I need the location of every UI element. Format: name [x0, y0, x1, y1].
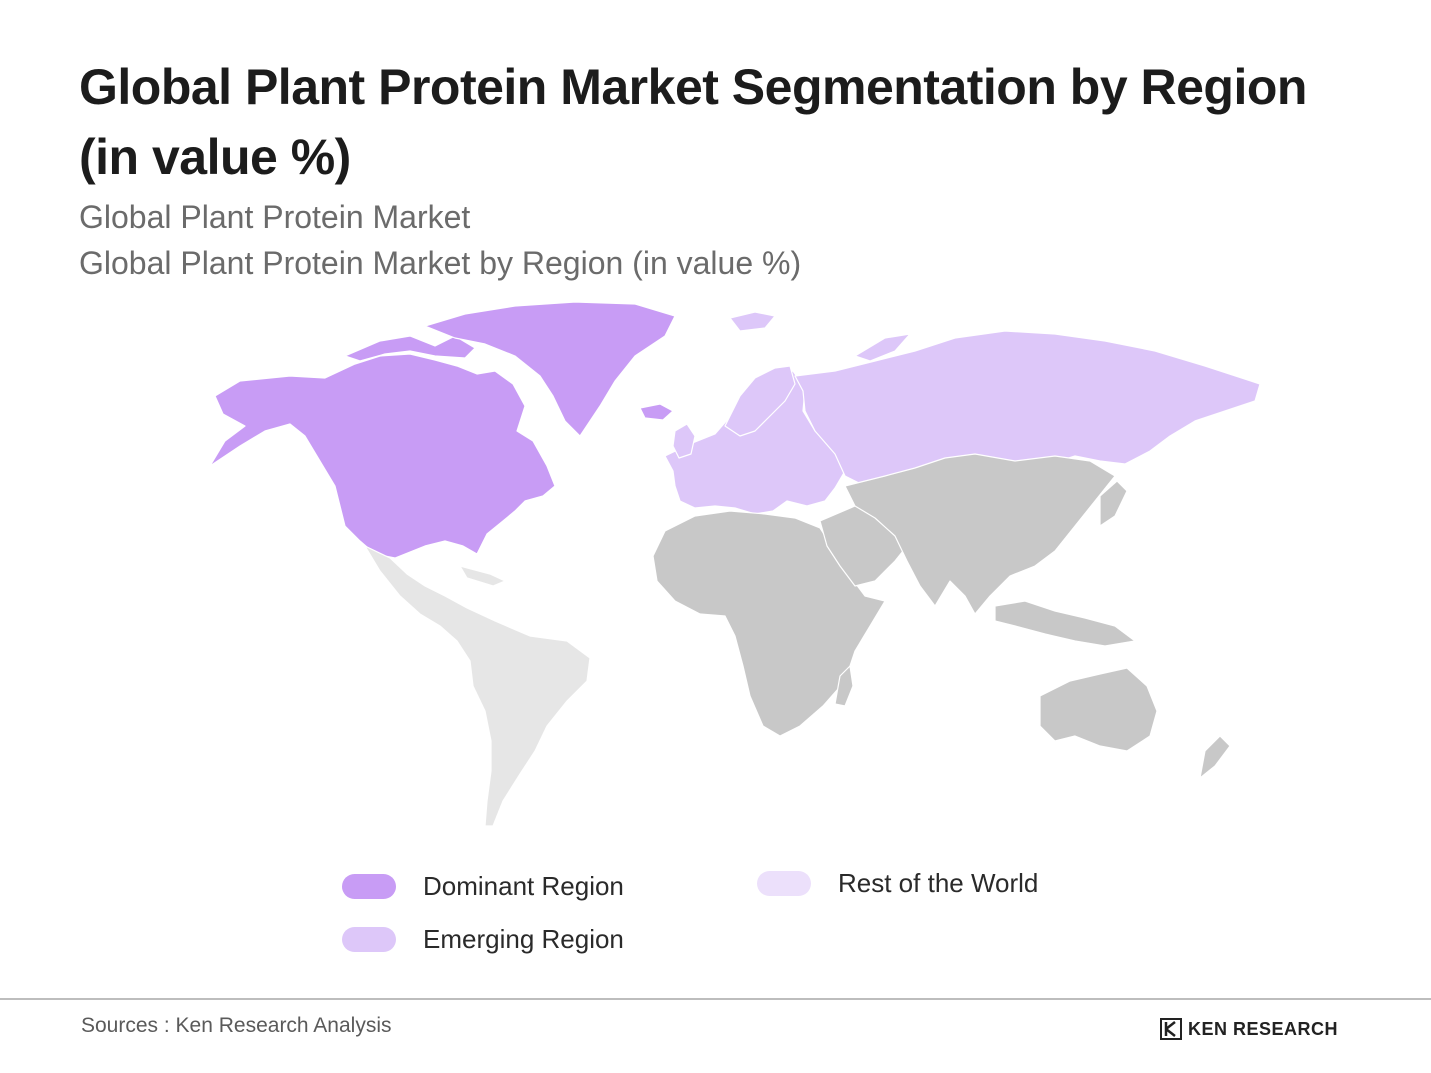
legend-item-dominant: Dominant Region [342, 871, 624, 901]
region-latin-america [364, 545, 591, 827]
footer-divider [0, 998, 1431, 1000]
region-asia [844, 453, 1116, 615]
region-australia [1039, 667, 1158, 752]
region-new-zealand [1199, 735, 1231, 779]
region-novaya-zemlya [854, 333, 911, 362]
region-caribbean [459, 565, 506, 587]
page-title: Global Plant Protein Market Segmentation… [79, 59, 1307, 185]
legend-swatch-emerging [342, 926, 396, 952]
subtitle-market: Global Plant Protein Market [79, 199, 471, 235]
source-note: Sources : Ken Research Analysis [81, 1014, 392, 1037]
region-uk [672, 423, 696, 459]
legend-item-rest-of-world: Rest of the World [757, 868, 1038, 898]
legend-label-dominant: Dominant Region [423, 870, 624, 901]
legend-label-emerging: Emerging Region [423, 923, 624, 954]
legend-swatch-dominant [342, 873, 396, 899]
region-north-america [209, 353, 556, 559]
region-scandinavia [724, 365, 796, 437]
logo-mark-icon [1160, 1018, 1182, 1040]
world-map [209, 301, 1261, 827]
logo-text: KEN RESEARCH [1188, 1018, 1339, 1039]
region-russia [794, 330, 1261, 487]
ken-research-logo: KEN RESEARCH [1160, 1016, 1338, 1042]
legend-swatch-rest-of-world [757, 870, 811, 896]
region-madagascar [834, 665, 854, 707]
region-iceland [639, 403, 674, 421]
region-svalbard [729, 311, 776, 332]
region-africa [652, 510, 886, 737]
legend-item-emerging: Emerging Region [342, 924, 624, 954]
subtitle-region: Global Plant Protein Market by Region (i… [79, 245, 802, 281]
region-japan [1099, 480, 1128, 527]
region-southeast-asia [994, 600, 1136, 647]
region-greenland [424, 301, 676, 437]
legend-label-rest-of-world: Rest of the World [838, 867, 1039, 898]
region-canada-islands [344, 335, 476, 362]
